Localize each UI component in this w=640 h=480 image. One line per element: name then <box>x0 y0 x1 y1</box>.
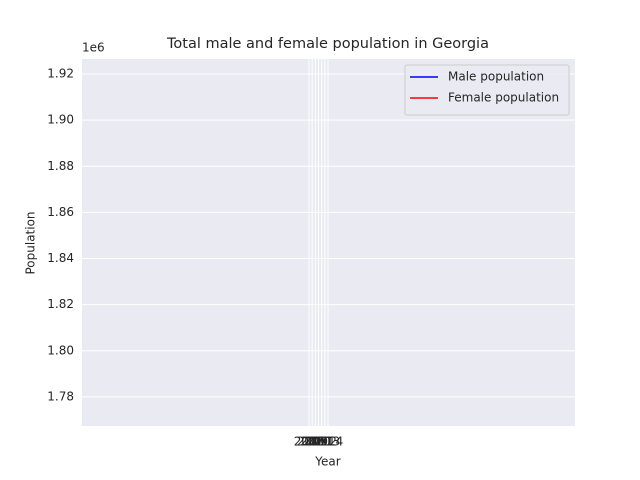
y-tick-label: 1.92 <box>47 66 74 80</box>
y-tick-label: 1.86 <box>47 205 74 219</box>
y-offset-label: 1e6 <box>82 41 105 55</box>
y-tick-label: 1.82 <box>47 297 74 311</box>
x-tick-label: 2014 <box>313 435 344 449</box>
x-axis-label: Year <box>314 455 340 469</box>
legend-label: Female population <box>448 91 559 105</box>
y-tick-label: 1.78 <box>47 389 74 403</box>
y-tick-label: 1.88 <box>47 159 74 173</box>
chart-title: Total male and female population in Geor… <box>166 36 489 52</box>
y-tick-label: 1.84 <box>47 251 74 265</box>
x-tick-label: 2008 <box>294 435 325 449</box>
x-tick-label: 2011 <box>303 435 334 449</box>
y-axis-label: Population <box>24 211 38 274</box>
legend-label: Male population <box>448 70 544 84</box>
x-tick-label: 2010 <box>300 435 331 449</box>
x-tick-label: 2009 <box>297 435 328 449</box>
y-tick-label: 1.80 <box>47 343 74 357</box>
legend-box <box>404 64 570 116</box>
x-tick-label: 2013 <box>310 435 341 449</box>
y-tick-label: 1.90 <box>47 113 74 127</box>
x-tick-label: 2012 <box>306 435 337 449</box>
